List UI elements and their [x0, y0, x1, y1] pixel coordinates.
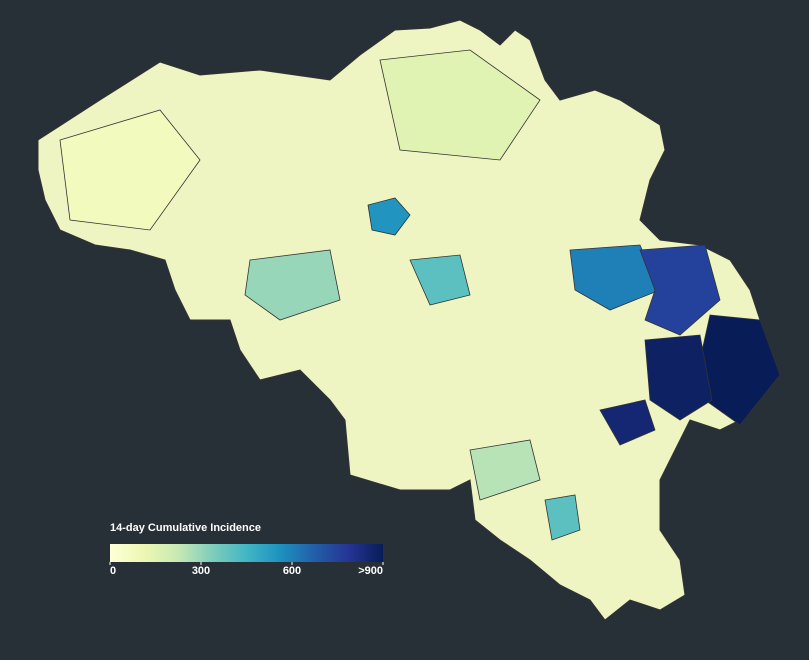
region [409, 254, 471, 306]
legend-title: 14-day Cumulative Incidence [110, 522, 261, 534]
legend-tick-label: 600 [283, 565, 301, 577]
legend: 14-day Cumulative Incidence 0 300 600 >900 [109, 522, 384, 577]
legend-tick-label: 300 [192, 565, 210, 577]
region [59, 109, 201, 231]
region [569, 244, 661, 311]
regions [59, 49, 781, 541]
region [644, 334, 713, 421]
legend-tick-label: >900 [358, 565, 383, 577]
region [599, 399, 656, 446]
legend-colorbar [110, 544, 383, 562]
country-outline [37, 19, 776, 621]
region [367, 197, 411, 236]
region [379, 49, 541, 161]
region [639, 244, 721, 336]
region [244, 249, 341, 321]
region [469, 439, 541, 501]
region [544, 494, 581, 541]
legend-tick-label: 0 [110, 565, 116, 577]
